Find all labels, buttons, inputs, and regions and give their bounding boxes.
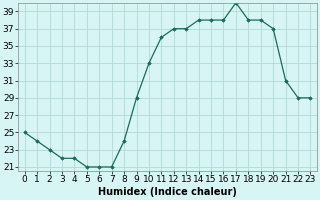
X-axis label: Humidex (Indice chaleur): Humidex (Indice chaleur) — [98, 187, 237, 197]
